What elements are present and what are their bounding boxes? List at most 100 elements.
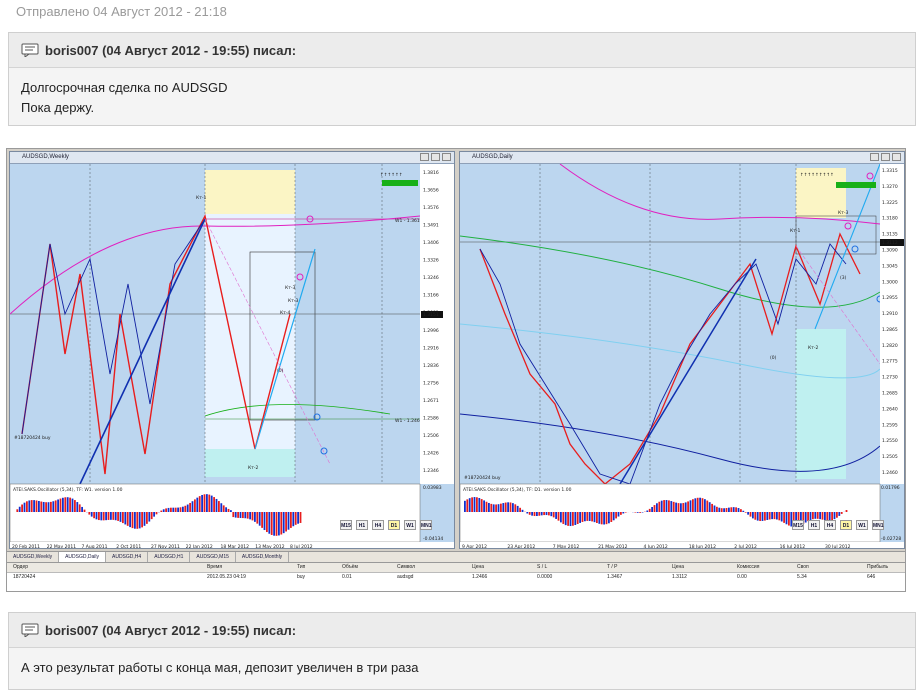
terminal-cell: audsgd (397, 574, 414, 580)
oscillator-bar (809, 512, 812, 520)
timeframe-button-w1[interactable]: W1 (404, 520, 416, 530)
timeframe-button-h1[interactable]: H1 (356, 520, 368, 530)
oscillator-bar (838, 512, 841, 516)
maximize-button[interactable] (431, 153, 440, 161)
oscillator-bar (819, 512, 821, 520)
minimize-button[interactable] (870, 153, 879, 161)
close-button[interactable] (442, 153, 451, 161)
chart-tab[interactable]: AUDSGD,H1 (148, 552, 191, 562)
price-tick-label: 1.3326 (423, 258, 439, 264)
oscillator-bar (100, 512, 103, 521)
oscillator-bar (26, 501, 28, 512)
oscillator-bar (480, 499, 483, 512)
oscillator-bar (716, 506, 718, 512)
price-tick-label: 1.3225 (882, 200, 898, 206)
oscillator-bar (790, 512, 793, 527)
timeframe-button-d1[interactable]: D1 (388, 520, 400, 530)
quote-line: А это результат работы с конца мая, депо… (21, 660, 419, 675)
timeframe-button-h1[interactable]: H1 (808, 520, 820, 530)
oscillator-bar (538, 512, 541, 516)
terminal-cell: 0.00 (737, 574, 747, 580)
oscillator-bar (191, 501, 194, 512)
oscillator-bar (656, 503, 658, 512)
oscillator-bar (766, 512, 769, 520)
price-tick-label: 1.2775 (882, 359, 898, 365)
oscillator-bar (706, 500, 709, 512)
oscillator-bar (490, 503, 493, 512)
oscillator-bar (114, 512, 117, 521)
oscillator-bar (756, 512, 759, 521)
oscillator-bar (165, 508, 167, 512)
oscillator-bar (684, 502, 687, 512)
terminal-column-header: Ордер (13, 564, 29, 570)
trading-terminal-screenshot: AUDSGD,Weekly (6, 148, 906, 592)
oscillator-bar (227, 508, 230, 512)
timeframe-button-mn1[interactable]: MN1 (420, 520, 432, 530)
oscillator-bar (687, 501, 689, 512)
oscillator-bar (581, 512, 584, 522)
oscillator-bar (483, 500, 485, 512)
chart-tab[interactable]: AUDSGD,H4 (106, 552, 149, 562)
osc-scale-bottom: -0.04134 (423, 536, 443, 542)
timeframe-button-h4[interactable]: H4 (372, 520, 384, 530)
price-tick-label: 1.3000 (882, 279, 898, 285)
oscillator-bar (93, 512, 95, 519)
maximize-button[interactable] (881, 153, 890, 161)
timeframe-button-m15[interactable]: M15 (792, 520, 804, 530)
quote-text: Долгосрочная сделка по AUDSGD Пока держу… (9, 68, 915, 128)
label-kt1: Кт-1 (790, 228, 800, 234)
date-tick-label: 7 Aug 2011 (82, 544, 108, 549)
timeframe-button-w1[interactable]: W1 (856, 520, 868, 530)
chart-tab[interactable]: AUDSGD,M15 (190, 552, 236, 562)
oscillator-bar (54, 500, 57, 512)
quote-text: А это результат работы с конца мая, депо… (9, 648, 915, 688)
oscillator-bar (495, 504, 497, 512)
close-button[interactable] (892, 153, 901, 161)
date-tick-label: 18 Jun 2012 (689, 544, 716, 549)
timeframe-button-m15[interactable]: M15 (340, 520, 352, 530)
oscillator-bar (718, 507, 721, 512)
oscillator-bar (689, 500, 692, 512)
timeframe-button-d1[interactable]: D1 (840, 520, 852, 530)
oscillator-bar (95, 512, 98, 520)
price-tick-label: 1.2865 (882, 327, 898, 333)
price-tick-label: 1.3166 (423, 293, 439, 299)
oscillator-bar (586, 512, 589, 521)
price-tick-label: 1.2955 (882, 295, 898, 301)
oscillator-bar (16, 509, 19, 512)
oscillator-bar (612, 512, 615, 521)
osc-scale-top: 0.03983 (423, 485, 442, 491)
current-price: 1.3112 (882, 240, 898, 246)
oscillator-bar (174, 507, 177, 512)
price-tick-label: 1.2506 (423, 433, 439, 439)
oscillator-bar (62, 497, 64, 512)
oscillator-bar (557, 512, 560, 521)
oscillator-bar (59, 498, 62, 512)
oscillator-bar (47, 502, 50, 512)
oscillator-bar (788, 512, 790, 526)
price-tick-label: 1.3816 (423, 170, 439, 176)
oscillator-bar (603, 512, 605, 525)
label-zero: (0) (770, 355, 777, 361)
oscillator-bar (280, 512, 283, 535)
date-tick-label: 22 Jan 2012 (186, 544, 213, 549)
oscillator-bar (69, 497, 71, 512)
terminal-column-header: Комиссия (737, 564, 760, 570)
oscillator-bar (117, 512, 119, 521)
terminal-panel: Ордер Время Тип Объём Символ Цена S / L T / P Це… (7, 562, 905, 591)
terminal-cell: 1.3467 (607, 574, 623, 580)
chart-tab[interactable]: AUDSGD,Daily (59, 552, 106, 562)
oscillator-bar (471, 497, 473, 512)
oscillator-bar (504, 502, 507, 512)
minimize-button[interactable] (420, 153, 429, 161)
oscillator-bar (90, 512, 93, 517)
timeframe-button-h4[interactable]: H4 (824, 520, 836, 530)
order-label: #18720424 buy (464, 475, 501, 481)
terminal-order-row[interactable]: 18720424 2012.05.23 04:19 buy 0.01 audsgd 1.2… (7, 573, 905, 582)
timeframe-button-mn1[interactable]: MN1 (872, 520, 884, 530)
chart-tab[interactable]: AUDSGD,Monthly (236, 552, 290, 562)
chart-tab[interactable]: AUDSGD,Weekly (7, 552, 60, 562)
date-tick-label: 13 May 2012 (255, 544, 284, 549)
oscillator-bar (266, 512, 268, 533)
date-tick-label: 20 Feb 2011 (12, 544, 40, 549)
